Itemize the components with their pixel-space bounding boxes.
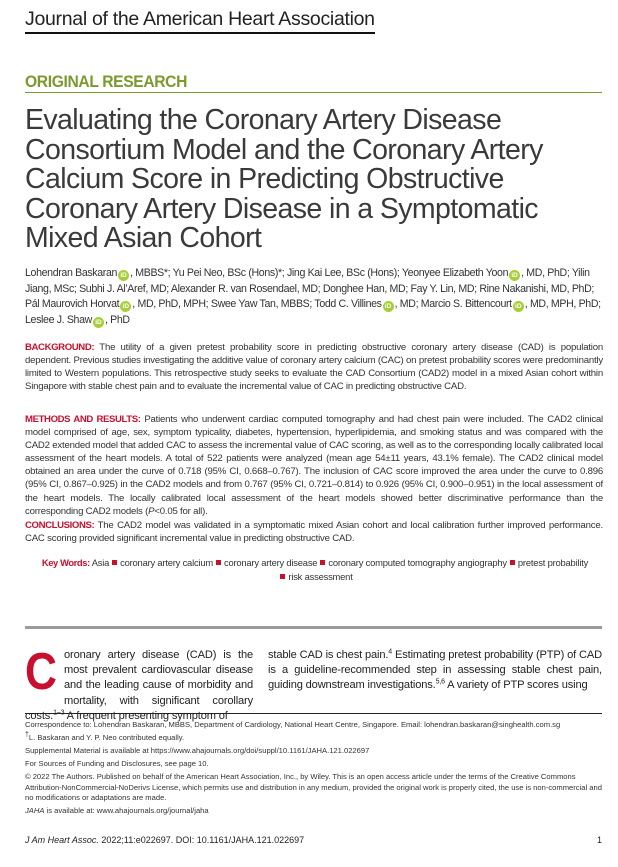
methods-label: METHODS AND RESULTS: xyxy=(25,414,141,425)
author-degrees: , MD; xyxy=(453,282,480,295)
author-degrees: , BSc (Hons); xyxy=(341,267,402,279)
author-name: Fay Y. Lin xyxy=(410,282,454,295)
keyword-separator-icon xyxy=(280,574,286,579)
author-degrees: , MSc; xyxy=(48,282,80,295)
author-name: Alexander R. van Rosendael xyxy=(170,282,297,295)
citation-journal: J Am Heart Assoc. xyxy=(25,835,99,845)
author-name: Yilin Jiang xyxy=(25,267,590,295)
funding-note: For Sources of Funding and Disclosures, … xyxy=(25,759,209,768)
background-label: BACKGROUND: xyxy=(25,342,95,353)
body-text: A variety of PTP scores using xyxy=(444,679,588,692)
author-name: Rine Nakanishi xyxy=(479,282,546,295)
keyword: coronary artery disease xyxy=(223,557,318,568)
drop-cap: C xyxy=(25,643,57,701)
section-label-text: ORIGINAL RESEARCH xyxy=(25,72,188,91)
body-text-left: oronary artery disease (CAD) is the most… xyxy=(25,649,253,722)
citation-details: 2022;11:e022697. DOI: 10.1161/JAHA.121.0… xyxy=(98,835,305,845)
page-footer: J Am Heart Assoc. 2022;11:e022697. DOI: … xyxy=(25,835,602,845)
author-degrees: , MD; xyxy=(394,298,421,310)
jaha-link[interactable]: is available at: www.ahajournals.org/jou… xyxy=(44,806,209,815)
jaha-abbrev: JAHA xyxy=(25,806,45,815)
body-column-right: stable CAD is chest pain.4 Estimating pr… xyxy=(268,648,602,694)
footnote-divider xyxy=(25,713,602,714)
author-name: Yeonyee Elizabeth Yoon xyxy=(401,267,509,279)
keyword-separator-icon xyxy=(320,560,326,565)
author-degrees: , PhD xyxy=(104,313,130,326)
orcid-icon[interactable]: iD xyxy=(120,301,132,312)
keyword-separator-icon xyxy=(215,560,221,565)
section-label: ORIGINAL RESEARCH xyxy=(25,72,602,93)
keyword: risk assessment xyxy=(288,571,353,582)
abstract-methods: METHODS AND RESULTS: Patients who underw… xyxy=(25,413,603,518)
methods-p: P xyxy=(148,505,155,517)
page-number: 1 xyxy=(596,835,602,845)
conclusions-label: CONCLUSIONS: xyxy=(25,520,95,531)
correspondence-note: Correspondence to: Lohendran Baskaran, M… xyxy=(25,720,561,729)
author-name: Jing Kai Lee xyxy=(286,267,342,279)
equal-contribution-note: †L. Baskaran and Y. P. Neo contributed e… xyxy=(25,731,603,744)
abstract-conclusions: CONCLUSIONS: The CAD2 model was validate… xyxy=(25,519,603,545)
keywords: Key Words: Asia coronary artery calcium co… xyxy=(40,556,590,584)
keyword: coronary computed tomography angiography xyxy=(328,557,507,568)
background-text: The utility of a given pretest probabili… xyxy=(25,342,603,393)
abstract-background: BACKGROUND: The utility of a given prete… xyxy=(25,341,603,393)
keywords-list: Asia coronary artery calcium coronary arte… xyxy=(91,557,589,582)
author-name: Subhi J. Al’Aref xyxy=(79,282,146,295)
orcid-icon[interactable]: iD xyxy=(118,270,130,281)
conclusions-text: The CAD2 model was validated in a sympto… xyxy=(25,520,603,545)
body-text: A frequent presenting symptom of xyxy=(64,709,228,722)
equal-contribution-text: L. Baskaran and Y. P. Neo contributed eq… xyxy=(28,733,185,742)
author-name: Leslee J. Shaw xyxy=(25,313,92,326)
citation-ref[interactable]: 1–3 xyxy=(53,709,64,716)
author-degrees: , MBBS; xyxy=(275,298,315,310)
author-name: Donghee Han xyxy=(322,282,385,295)
orcid-icon[interactable]: iD xyxy=(92,316,104,328)
keyword-separator-icon xyxy=(112,560,118,565)
orcid-icon[interactable]: iD xyxy=(382,301,394,312)
journal-name: Journal of the American Heart Associatio… xyxy=(25,8,375,34)
dagger-mark: † xyxy=(25,731,29,739)
author-name: Swee Yaw Tan xyxy=(210,298,276,310)
methods-end: <0.05 for all). xyxy=(154,505,208,517)
author-degrees: , MD, PhD, MPH; xyxy=(132,298,211,310)
copyright-note: © 2022 The Authors. Published on behalf … xyxy=(25,772,602,802)
keyword: pretest probability xyxy=(517,557,589,568)
author-degrees: , BSc (Hons)*; xyxy=(222,267,287,279)
jaha-note: JAHA is available at: www.ahajournals.or… xyxy=(25,806,603,817)
orcid-icon[interactable]: iD xyxy=(509,270,521,281)
author-name: Todd C. Villines xyxy=(314,298,382,310)
keywords-label: Key Words: xyxy=(41,557,90,568)
author-degrees: , MD, MPH, PhD; xyxy=(524,298,601,310)
article-title: Evaluating the Coronary Artery Disease C… xyxy=(25,104,543,254)
body-text: oronary artery disease (CAD) is the most… xyxy=(25,649,253,722)
author-degrees: , MD; xyxy=(384,282,411,295)
author-degrees: , MD; xyxy=(145,282,171,295)
keyword: coronary artery calcium xyxy=(120,557,213,568)
citation-ref[interactable]: 5,6 xyxy=(435,678,445,686)
body-text-right: stable CAD is chest pain.4 Estimating pr… xyxy=(268,648,602,692)
supplemental-note[interactable]: Supplemental Material is available at ht… xyxy=(25,746,370,755)
author-degrees: , MD, PhD; xyxy=(521,267,572,279)
citation-ref[interactable]: 4 xyxy=(388,648,393,656)
body-text: stable CAD is chest pain. xyxy=(268,649,389,661)
author-name: Pál Maurovich Horvat xyxy=(25,298,120,310)
author-list: Lohendran Baskaran iD, MBBS*; Yu Pei Neo,… xyxy=(25,266,605,328)
author-name: Lohendran Baskaran xyxy=(25,267,118,279)
author-name: Yu Pei Neo xyxy=(172,267,223,279)
keyword-separator-icon xyxy=(509,560,515,565)
body-text: Estimating pretest probability (PTP) of … xyxy=(268,649,602,692)
author-degrees: , MD, PhD; xyxy=(545,282,595,295)
author-degrees: , MD; xyxy=(296,282,323,295)
methods-text: Patients who underwent cardiac computed … xyxy=(25,414,603,517)
section-divider xyxy=(25,626,602,629)
author-degrees: , MBBS*; xyxy=(130,267,173,279)
keyword: Asia xyxy=(91,557,110,568)
footnotes: Correspondence to: Lohendran Baskaran, M… xyxy=(25,720,603,819)
author-name: Marcio S. Bittencourt xyxy=(420,298,512,310)
orcid-icon[interactable]: iD xyxy=(512,301,524,312)
